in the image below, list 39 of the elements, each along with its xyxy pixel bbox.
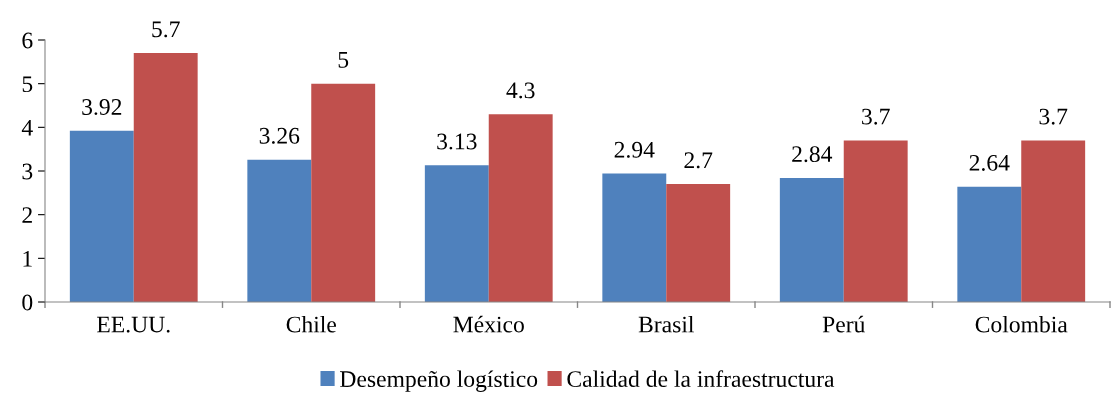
bar xyxy=(69,130,134,302)
bar xyxy=(602,173,667,302)
data-label: 3.92 xyxy=(82,99,122,116)
y-tick-label: 2 xyxy=(22,207,32,223)
data-label: 5.7 xyxy=(152,21,180,38)
bar xyxy=(957,186,1022,302)
data-label: 2.7 xyxy=(684,152,713,169)
y-tick-label: 3 xyxy=(22,163,33,180)
data-label: 3.13 xyxy=(437,133,477,150)
data-label: 3.7 xyxy=(1039,108,1068,125)
data-label: 2.64 xyxy=(969,154,1010,171)
y-tick-label: 6 xyxy=(22,32,33,49)
data-label: 4.3 xyxy=(506,82,535,99)
y-tick-label: 4 xyxy=(21,119,33,136)
x-tick-label: Perú xyxy=(822,315,865,333)
x-tick-label: México xyxy=(453,315,524,333)
y-tick-label: 5 xyxy=(22,76,33,93)
data-label: 3.7 xyxy=(862,108,890,125)
bar xyxy=(843,140,908,302)
x-tick-label: Colombia xyxy=(975,315,1068,333)
y-tick-label: 0 xyxy=(22,294,33,311)
bar xyxy=(666,184,731,302)
data-label: 3.26 xyxy=(259,127,300,144)
data-label: 2.94 xyxy=(614,141,655,158)
bar xyxy=(1021,140,1086,302)
x-tick-label: EE.UU. xyxy=(97,316,170,333)
legend-label: Desempeño logístico xyxy=(340,370,538,392)
x-tick-label: Chile xyxy=(286,315,337,333)
bar xyxy=(133,53,198,302)
legend-label: Calidad de la infraestructura xyxy=(567,370,835,388)
bar xyxy=(779,177,844,302)
bar xyxy=(311,83,376,302)
bar xyxy=(247,159,312,302)
data-label: 2.84 xyxy=(792,146,833,163)
bar xyxy=(424,165,489,302)
x-tick-label: Brasil xyxy=(638,315,694,333)
y-tick-label: 1 xyxy=(23,250,32,267)
data-label: 5 xyxy=(338,52,349,68)
bar xyxy=(488,114,553,302)
